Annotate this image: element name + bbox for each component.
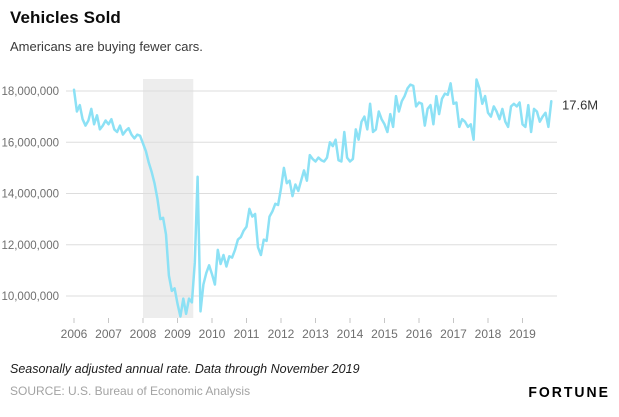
x-axis-label: 2017 [440,327,467,341]
x-axis-label: 2006 [61,327,88,341]
x-axis-label: 2015 [371,327,398,341]
x-axis-label: 2011 [234,327,260,341]
x-axis-label: 2010 [199,327,226,341]
x-axis-label: 2009 [164,327,191,341]
x-axis-label: 2016 [406,327,433,341]
line-chart-canvas: 18,000,000 16,000,000 14,000,000 12,000,000… [1,78,598,341]
y-axis-label: 18,000,000 [1,86,59,98]
y-axis-label: 16,000,000 [1,137,59,149]
chart-title: Vehicles Sold [10,8,121,27]
y-axis-label: 14,000,000 [1,189,59,201]
x-axis-label: 2008 [130,327,157,341]
recession-band [143,79,194,318]
x-axis-label: 2012 [268,327,295,341]
chart-source: SOURCE: U.S. Bureau of Economic Analysis [10,384,251,398]
x-axis-label: 2013 [302,327,329,341]
x-axis-label: 2014 [337,327,364,341]
vehicle-sales-chart: 18,000,000 16,000,000 14,000,000 12,000,000… [0,62,619,348]
sales-line [72,78,553,318]
x-axis-label: 2018 [475,327,502,341]
x-axis-label: 2007 [95,327,122,341]
chart-subtitle: Americans are buying fewer cars. [10,39,203,54]
latest-value-label: 17.6M [562,97,598,112]
x-axis-label: 2019 [509,327,536,341]
y-axis-label: 10,000,000 [1,291,59,303]
fortune-logo: FORTUNE [528,383,610,401]
y-axis-label: 12,000,000 [1,240,59,252]
chart-footnote: Seasonally adjusted annual rate. Data th… [10,362,360,376]
